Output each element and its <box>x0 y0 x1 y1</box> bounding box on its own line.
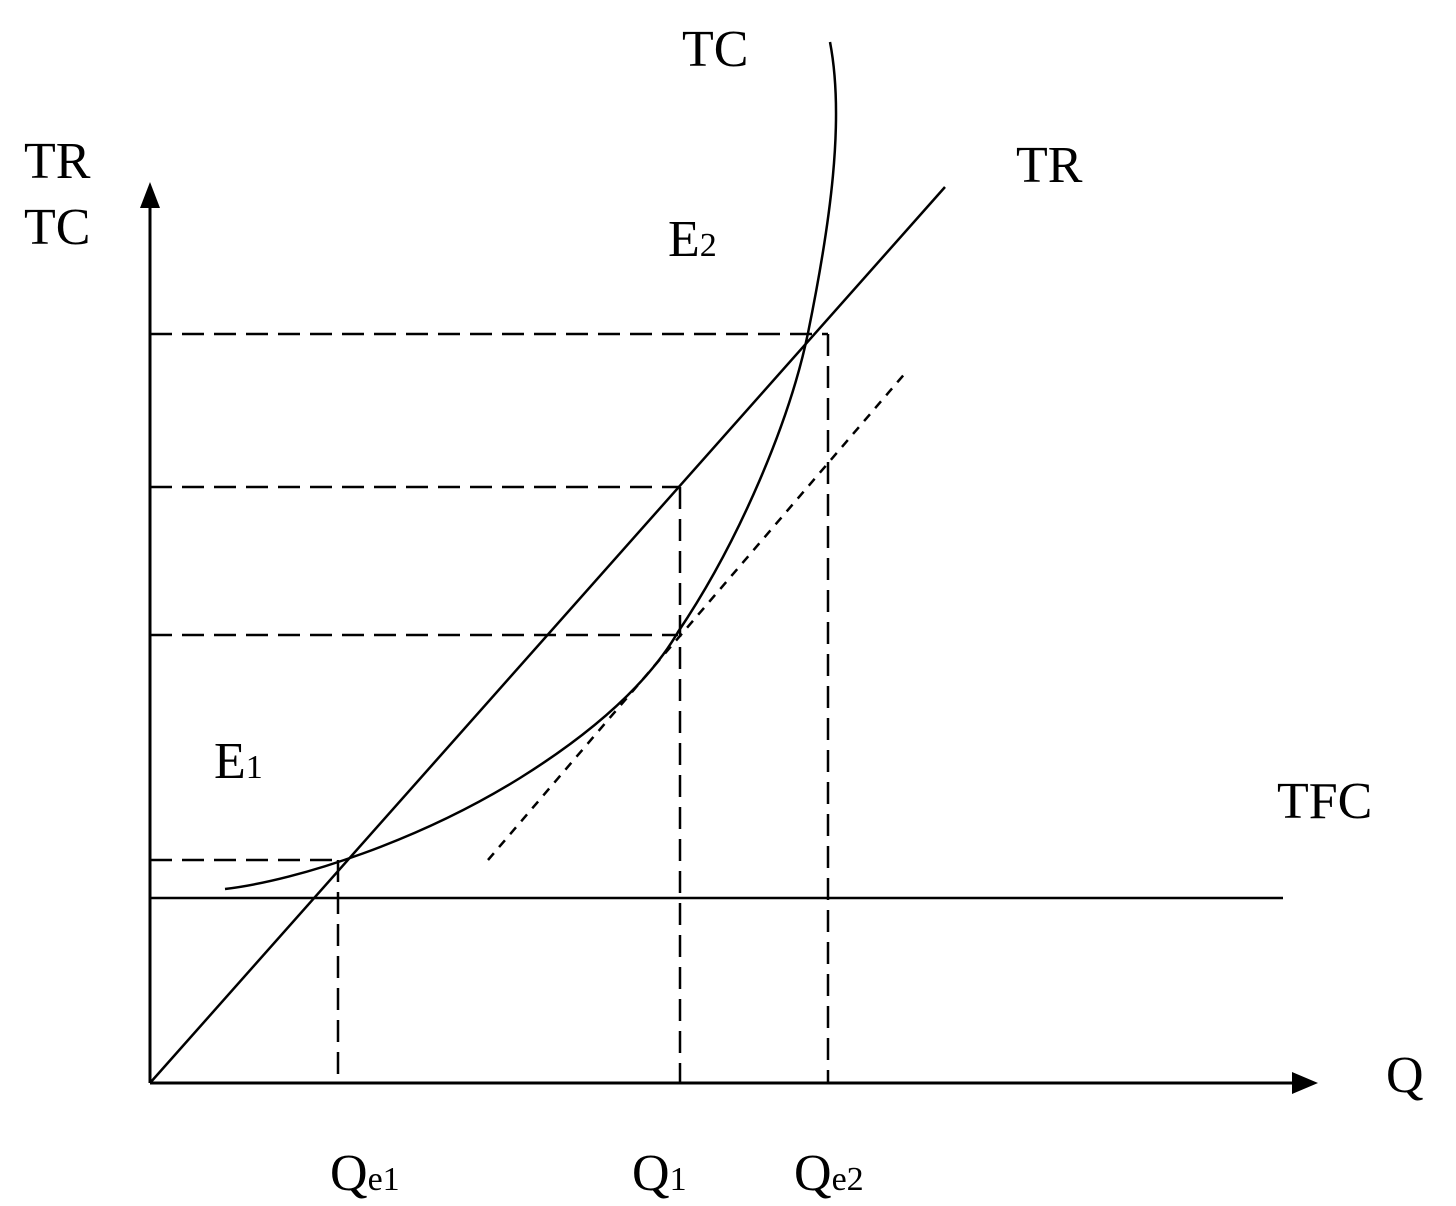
e2-label: E2 <box>668 211 717 268</box>
qe2-label: Qe2 <box>794 1145 864 1202</box>
e1-label: E1 <box>214 733 263 790</box>
y-axis-label-tc: TC <box>24 199 90 256</box>
tr-curve-label: TR <box>1016 137 1083 194</box>
q1-label: Q1 <box>632 1145 687 1202</box>
tfc-curve-label: TFC <box>1277 773 1372 830</box>
tc-curve-label: TC <box>682 21 748 78</box>
x-axis-arrowhead <box>1292 1072 1318 1094</box>
tc-curve <box>224 41 838 891</box>
qe1-label: Qe1 <box>330 1145 400 1202</box>
y-axis-label-tr: TR <box>24 133 91 190</box>
x-axis-label: Q <box>1386 1047 1424 1104</box>
tangent-line <box>487 370 908 861</box>
y-axis-arrowhead <box>140 182 160 208</box>
